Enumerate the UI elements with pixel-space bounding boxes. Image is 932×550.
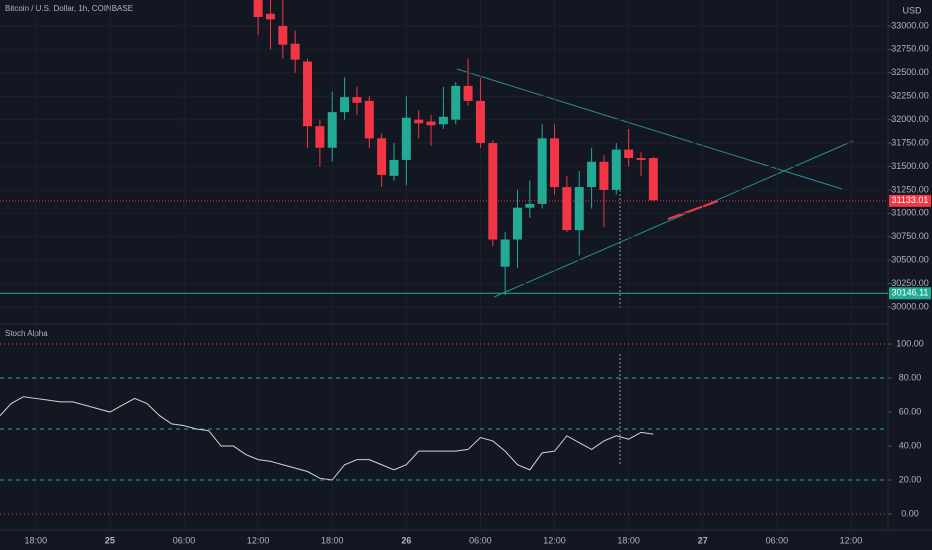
- x-tick-label: 06:00: [469, 535, 492, 545]
- candle-body: [475, 100, 485, 144]
- y-tick-label: 33000.00: [891, 20, 929, 30]
- candle-body: [611, 149, 621, 190]
- y-tick-label: 31000.00: [891, 208, 929, 218]
- x-tick-label: 18:00: [321, 535, 344, 545]
- y-tick-label: 32000.00: [891, 114, 929, 124]
- y-tick-label: 32750.00: [891, 44, 929, 54]
- candle-body: [500, 239, 510, 267]
- x-tick-label: 12:00: [247, 535, 270, 545]
- candle-body: [303, 61, 313, 127]
- y-tick-label: 40.00: [899, 440, 922, 450]
- price-label-bg: [889, 194, 931, 207]
- stoch-line: [0, 396, 654, 481]
- candle-body: [537, 138, 547, 204]
- candle-body: [426, 121, 436, 126]
- candle-body: [364, 100, 374, 139]
- candle-body: [562, 187, 572, 231]
- candle-body: [315, 126, 325, 148]
- x-tick-label: 12:00: [840, 535, 863, 545]
- indicator-title: Stoch Alpha: [5, 329, 48, 338]
- candle-body: [389, 159, 399, 176]
- candle-body: [525, 203, 535, 208]
- y-tick-label: 32500.00: [891, 67, 929, 77]
- candle-body: [438, 116, 448, 125]
- y-tick-label: 60.00: [899, 406, 922, 416]
- candle-body: [451, 85, 461, 120]
- y-tick-label: 20.00: [899, 474, 922, 484]
- candle-body: [574, 187, 584, 231]
- candle-body: [512, 207, 522, 240]
- y-tick-label: 100.00: [896, 338, 924, 348]
- candle-body: [265, 13, 275, 20]
- candle-body: [377, 138, 387, 175]
- candle-body: [624, 149, 634, 159]
- x-tick-label: 27: [698, 535, 708, 545]
- y-tick-label: 31250.00: [891, 184, 929, 194]
- candle-body: [488, 143, 498, 240]
- candle-body: [290, 43, 300, 60]
- candle-body: [648, 158, 658, 201]
- y-tick-label: 32250.00: [891, 91, 929, 101]
- chart-title: Bitcoin / U.S. Dollar, 1h, COINBASE: [5, 4, 133, 13]
- y-tick-label: 30250.00: [891, 278, 929, 288]
- y-tick-label: 30750.00: [891, 231, 929, 241]
- price-label-bg: [889, 287, 931, 300]
- x-tick-label: 18:00: [25, 535, 48, 545]
- y-tick-label: 31500.00: [891, 161, 929, 171]
- candle-body: [278, 25, 288, 45]
- candle-body: [414, 119, 424, 124]
- x-tick-label: 25: [105, 535, 115, 545]
- x-tick-label: 12:00: [543, 535, 566, 545]
- trendline-lower: [493, 140, 854, 298]
- currency: USD: [902, 5, 922, 15]
- candle-body: [587, 161, 597, 188]
- projection-line: [667, 200, 719, 220]
- candle-body: [327, 112, 337, 148]
- x-tick-label: 26: [401, 535, 411, 545]
- x-tick-label: 18:00: [617, 535, 640, 545]
- candle-body: [599, 161, 609, 190]
- candle-body: [352, 97, 362, 103]
- candle-body: [463, 85, 473, 101]
- candle-body: [253, 0, 263, 17]
- y-tick-label: 31750.00: [891, 137, 929, 147]
- candle-body: [340, 97, 350, 113]
- candle-body: [401, 117, 411, 160]
- y-tick-label: 30500.00: [891, 255, 929, 265]
- y-tick-label: 30000.00: [891, 301, 929, 311]
- candle-body: [636, 158, 646, 160]
- y-tick-label: 80.00: [899, 372, 922, 382]
- candle-body: [550, 138, 560, 188]
- trendline-upper: [456, 68, 843, 190]
- x-tick-label: 06:00: [766, 535, 789, 545]
- price-label: 31133.01: [892, 195, 929, 205]
- y-tick-label: 0.00: [901, 508, 919, 518]
- price-label: 30146.11: [892, 288, 929, 298]
- x-tick-label: 06:00: [173, 535, 196, 545]
